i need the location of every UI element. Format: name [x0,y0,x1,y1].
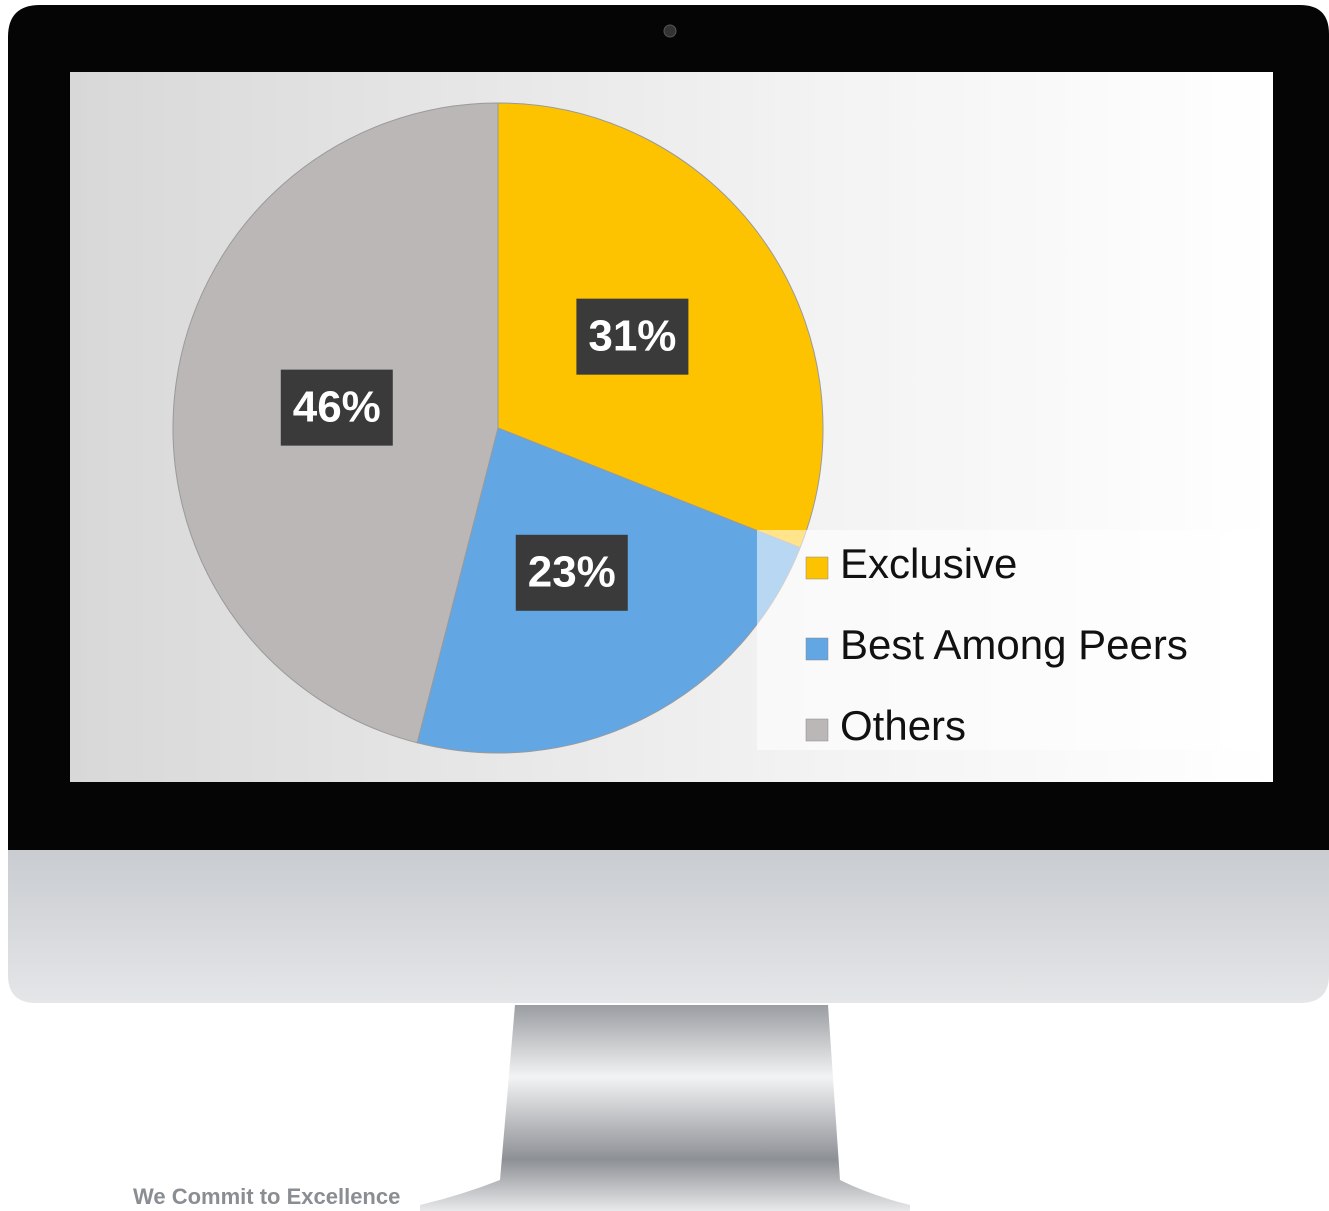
legend-swatch [805,637,829,661]
legend-label: Others [840,702,966,749]
label-box [280,369,393,446]
label-box [576,298,689,375]
camera [663,24,677,38]
legend-swatch [805,556,829,580]
label-box [515,534,628,611]
footer-text: We Commit to Excellence [133,1184,400,1209]
data-label: 23% [528,547,616,596]
legend-label: Best Among Peers [840,621,1188,668]
monitor-chin [8,850,1329,1003]
monitor-stand [420,1005,910,1211]
pie-chart: 31% 23% 46% Exclusive Best Among Peers Others [172,102,1270,754]
data-label: 31% [588,311,676,360]
legend-label: Exclusive [840,540,1017,587]
data-label: 46% [293,382,381,431]
legend-swatch [805,718,829,742]
legend-box [757,530,1270,750]
